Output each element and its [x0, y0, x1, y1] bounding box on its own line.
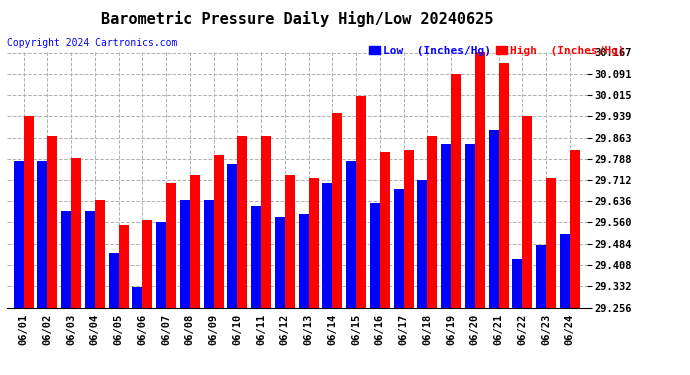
- Bar: [417, 180, 427, 308]
- Bar: [465, 144, 475, 308]
- Bar: [475, 52, 485, 308]
- Legend: Low  (Inches/Hg), High  (Inches/Hg): Low (Inches/Hg), High (Inches/Hg): [364, 41, 629, 60]
- Text: Barometric Pressure Daily High/Low 20240625: Barometric Pressure Daily High/Low 20240…: [101, 11, 493, 27]
- Bar: [275, 217, 285, 308]
- Bar: [346, 161, 356, 308]
- Bar: [23, 116, 34, 308]
- Bar: [14, 161, 23, 308]
- Bar: [156, 222, 166, 308]
- Bar: [536, 245, 546, 308]
- Bar: [356, 96, 366, 308]
- Bar: [570, 150, 580, 308]
- Bar: [251, 206, 261, 308]
- Bar: [237, 136, 247, 308]
- Bar: [71, 158, 81, 308]
- Bar: [227, 164, 237, 308]
- Bar: [451, 74, 461, 308]
- Bar: [404, 150, 413, 308]
- Bar: [37, 161, 48, 308]
- Bar: [427, 136, 437, 308]
- Bar: [190, 175, 200, 308]
- Bar: [299, 214, 308, 308]
- Bar: [95, 200, 105, 308]
- Bar: [370, 203, 380, 308]
- Bar: [132, 287, 142, 308]
- Bar: [380, 152, 390, 308]
- Bar: [85, 211, 95, 308]
- Bar: [393, 189, 404, 308]
- Text: Copyright 2024 Cartronics.com: Copyright 2024 Cartronics.com: [7, 38, 177, 48]
- Bar: [166, 183, 176, 308]
- Bar: [204, 200, 214, 308]
- Bar: [546, 178, 556, 308]
- Bar: [48, 136, 57, 308]
- Bar: [214, 155, 224, 308]
- Bar: [513, 259, 522, 308]
- Bar: [61, 211, 71, 308]
- Bar: [522, 116, 533, 308]
- Bar: [142, 220, 152, 308]
- Bar: [308, 178, 319, 308]
- Bar: [441, 144, 451, 308]
- Bar: [119, 225, 128, 308]
- Bar: [499, 63, 509, 308]
- Bar: [333, 113, 342, 308]
- Bar: [180, 200, 190, 308]
- Bar: [261, 136, 271, 308]
- Bar: [322, 183, 333, 308]
- Bar: [285, 175, 295, 308]
- Bar: [108, 253, 119, 308]
- Bar: [489, 130, 499, 308]
- Bar: [560, 234, 570, 308]
